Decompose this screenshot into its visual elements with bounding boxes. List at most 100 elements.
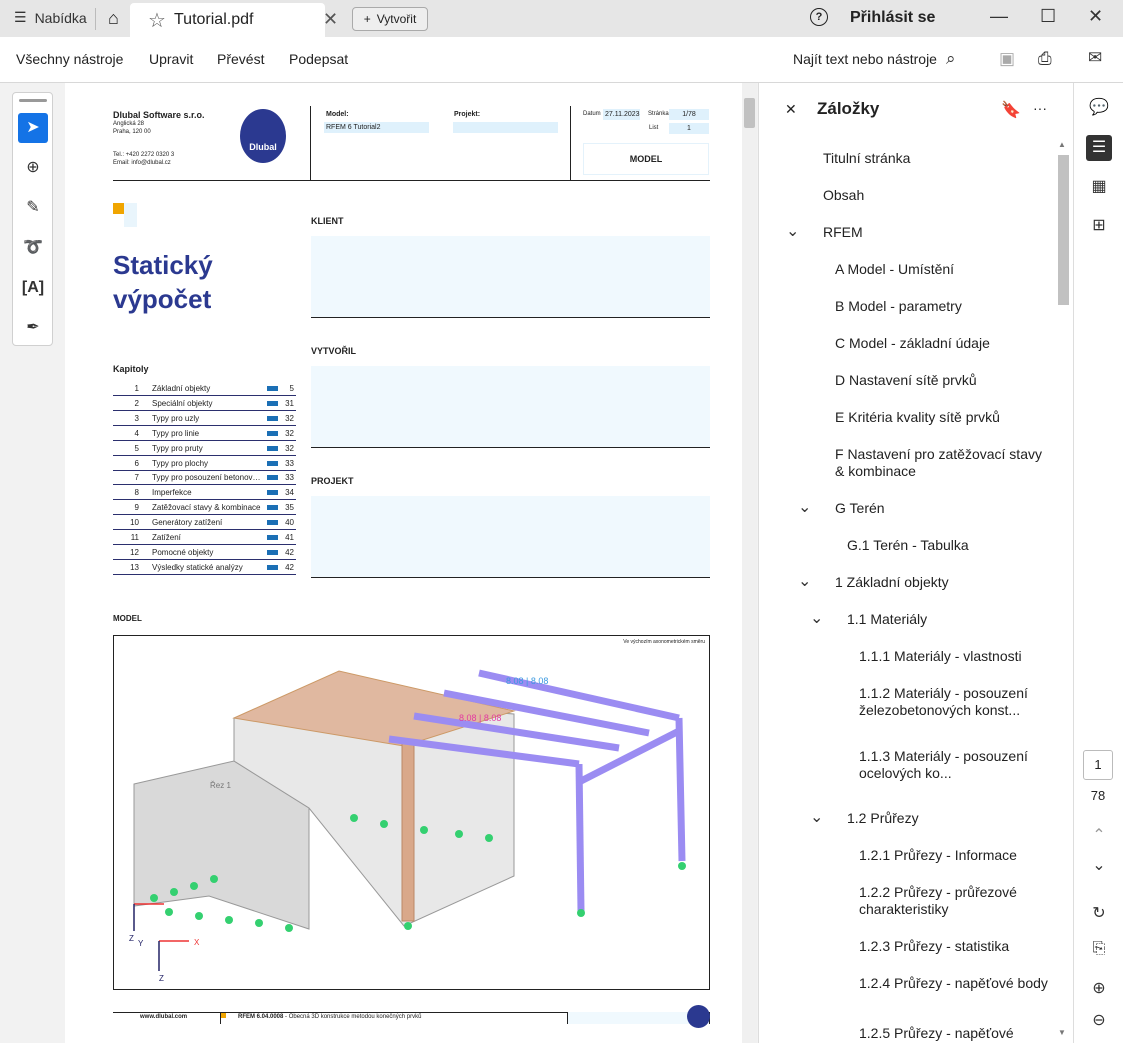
column (401, 740, 415, 922)
next-page-icon[interactable]: ⌄ (1092, 857, 1106, 874)
chapter-row[interactable]: 8 Imperfekce 34 (113, 485, 296, 501)
bookmark-item[interactable]: G Terén (835, 500, 885, 516)
bookmark-item[interactable]: 1 Základní objekty (835, 574, 949, 590)
sign-menu[interactable]: Podepsat (289, 51, 349, 67)
bookmark-item[interactable]: F Nastavení pro zatěžovací stavy & kombi… (835, 446, 1042, 479)
bookmark-item[interactable]: G.1 Terén - Tabulka (847, 537, 969, 553)
convert-menu[interactable]: Převést (217, 51, 265, 67)
client-box (311, 236, 710, 318)
chevron-down-icon[interactable]: ⌄ (786, 223, 800, 240)
bookmark-item[interactable]: A Model - Umístění (835, 261, 955, 277)
bookmark-item[interactable]: 1.2.5 Průřezy - napěťové (859, 1025, 1014, 1041)
draw-icon[interactable]: ➰ (23, 239, 43, 256)
drag-handle[interactable] (19, 99, 47, 102)
bookmarks-icon[interactable]: ☰ (1086, 135, 1112, 161)
book-icon (267, 386, 278, 391)
bookmark-item[interactable]: E Kritéria kvality sítě prvků (835, 409, 1000, 425)
steel-frame (388, 669, 686, 912)
chapter-number: 12 (130, 547, 139, 557)
chapter-page: 5 (289, 384, 294, 393)
bookmarks-scrollbar-thumb[interactable] (1058, 155, 1069, 305)
create-button[interactable]: + Vytvořit (352, 7, 428, 31)
document-scrollbar[interactable] (742, 83, 757, 1043)
chapter-number: 1 (134, 384, 139, 393)
chevron-down-icon[interactable]: ⌄ (798, 573, 812, 590)
bookmark-item[interactable]: Titulní stránka (823, 150, 911, 166)
project-value (453, 122, 558, 133)
chevron-down-icon[interactable]: ⌄ (798, 499, 812, 516)
chapter-row[interactable]: 7 Typy pro posouzení betonový... 33 (113, 470, 296, 486)
chapter-title: Zatížení (152, 533, 181, 542)
chapter-row[interactable]: 12 Pomocné objekty 42 (113, 545, 296, 560)
maximize-icon[interactable]: ☐ (1040, 6, 1057, 26)
close-window-icon[interactable]: ✕ (1088, 6, 1104, 26)
fit-page-icon[interactable]: ⎘ (1092, 940, 1106, 957)
print-icon[interactable]: ⎙ (1038, 49, 1052, 68)
more-options-icon[interactable]: ··· (1033, 100, 1047, 116)
sign-in-button[interactable]: Přihlásit se (850, 9, 936, 26)
comments-icon[interactable]: 💬 (1089, 99, 1109, 116)
chapter-title: Výsledky statické analýzy (152, 562, 243, 572)
bookmark-item[interactable]: D Nastavení sítě prvků (835, 372, 977, 388)
edit-menu[interactable]: Upravit (149, 51, 194, 67)
search-icon[interactable]: ⌕ (946, 49, 956, 68)
chapter-row[interactable]: 2 Speciální objekty 31 (113, 396, 296, 411)
close-panel-icon[interactable]: ✕ (785, 101, 797, 117)
help-icon[interactable]: ? (810, 8, 828, 26)
star-icon[interactable]: ☆ (148, 10, 166, 32)
previous-page-icon[interactable]: ⌃ (1092, 827, 1106, 844)
chapter-title: Základní objekty (152, 384, 211, 393)
close-tab-icon[interactable]: ✕ (323, 9, 339, 29)
chapter-row[interactable]: 3 Typy pro uzly 32 (113, 411, 296, 426)
thumbnails-icon[interactable]: ▦ (1091, 178, 1107, 195)
chapter-row[interactable]: 1 Základní objekty 5 (113, 381, 296, 396)
scroll-up-arrow[interactable]: ▲ (1058, 140, 1066, 149)
highlight-icon[interactable]: ✎ (26, 199, 40, 216)
bookmark-item[interactable]: 1.2.1 Průřezy - Informace (859, 847, 1017, 863)
all-tools-menu[interactable]: Všechny nástroje (16, 51, 124, 67)
chapter-row[interactable]: 5 Typy pro pruty 32 (113, 441, 296, 456)
book-icon (267, 475, 278, 481)
bookmark-item[interactable]: 1.1 Materiály (847, 611, 928, 627)
email-icon[interactable]: ✉ (1088, 48, 1103, 67)
chevron-down-icon[interactable]: ⌄ (810, 610, 824, 627)
bookmark-item[interactable]: 1.2 Průřezy (847, 810, 919, 826)
chevron-down-icon[interactable]: ⌄ (810, 809, 824, 826)
chapter-row[interactable]: 11 Zatížení 41 (113, 530, 296, 545)
bookmark-item[interactable]: C Model - základní údaje (835, 335, 990, 351)
bookmark-item[interactable]: 1.2.2 Průřezy - průřezové charakteristik… (859, 884, 1017, 917)
chapter-row[interactable]: 9 Zatěžovací stavy & kombinace 35 (113, 500, 296, 516)
chapter-number: 10 (130, 518, 139, 528)
structure-icon[interactable]: ⊞ (1092, 217, 1106, 234)
bookmark-item[interactable]: Obsah (823, 187, 865, 203)
select-tool-icon[interactable]: ➤ (18, 113, 48, 143)
tab-tutorial-pdf[interactable]: ☆ Tutorial.pdf ✕ (130, 3, 338, 37)
bookmark-item[interactable]: B Model - parametry (835, 298, 962, 314)
find-text-button[interactable]: Najít text nebo nástroje (793, 51, 937, 67)
sign-icon[interactable]: ✒ (26, 319, 40, 336)
zoom-in-icon[interactable]: ⊕ (1092, 980, 1106, 997)
bookmark-item[interactable]: 1.2.4 Průřezy - napěťové body (859, 975, 1048, 991)
zoom-out-icon[interactable]: ⊖ (1092, 1012, 1106, 1029)
bookmark-item[interactable]: 1.1.2 Materiály - posouzení železobetono… (859, 685, 1028, 718)
chapter-row[interactable]: 13 Výsledky statické analýzy 42 (113, 560, 296, 575)
chapter-row[interactable]: 10 Generátory zatížení 40 (113, 515, 296, 531)
scroll-down-arrow[interactable]: ▼ (1058, 1028, 1066, 1037)
bookmark-item[interactable]: 1.2.3 Průřezy - statistika (859, 938, 1010, 954)
current-page-input[interactable]: 1 (1083, 750, 1113, 780)
chapter-title: Imperfekce (152, 488, 192, 498)
add-bookmark-icon[interactable]: 🔖 (1001, 102, 1021, 119)
menu-button[interactable]: ☰ Nabídka (14, 9, 87, 26)
chapter-row[interactable]: 4 Typy pro linie 32 (113, 426, 296, 441)
text-select-icon[interactable]: [A] (21, 279, 45, 296)
chapter-row[interactable]: 6 Typy pro plochy 33 (113, 456, 296, 471)
home-icon[interactable]: ⌂ (108, 8, 119, 28)
rotate-icon[interactable]: ↻ (1092, 905, 1106, 922)
save-icon[interactable]: ▣ (999, 49, 1016, 68)
bookmark-item[interactable]: 1.1.3 Materiály - posouzení ocelových ko… (859, 748, 1028, 781)
add-comment-icon[interactable]: ⊕ (26, 159, 40, 176)
minimize-icon[interactable]: — (990, 6, 1008, 26)
bookmark-item[interactable]: 1.1.1 Materiály - vlastnosti (859, 648, 1022, 664)
bookmark-item[interactable]: RFEM (823, 224, 863, 240)
scrollbar-thumb[interactable] (744, 98, 755, 128)
